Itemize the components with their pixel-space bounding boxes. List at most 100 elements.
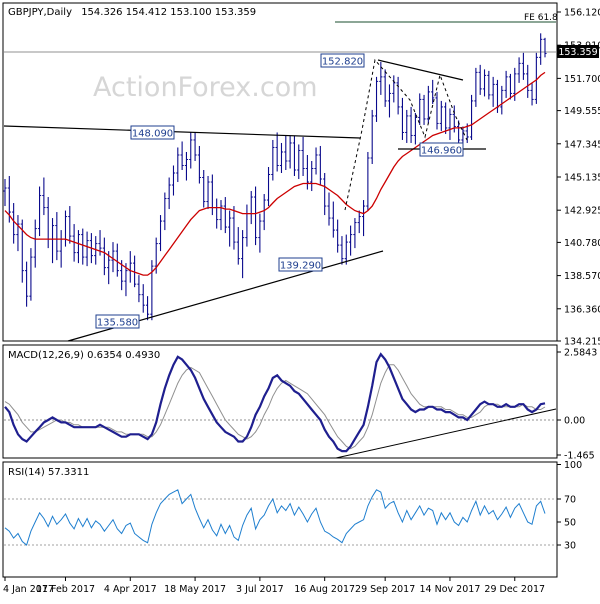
ohlc-bar bbox=[435, 91, 439, 130]
ohlc-bar bbox=[25, 261, 29, 307]
annotation-box bbox=[419, 142, 464, 157]
annotation-label: 152.820 bbox=[322, 57, 363, 68]
macd-panel-frame bbox=[2, 344, 558, 459]
macd-trendline bbox=[335, 408, 557, 459]
ohlc-bar bbox=[314, 147, 318, 175]
ohlc-bar bbox=[102, 237, 106, 276]
macd-tick-label: -1.465 bbox=[564, 451, 595, 462]
ohlc-bar bbox=[42, 177, 46, 216]
rsi-tick-label: 100 bbox=[564, 460, 582, 471]
ohlc-bar bbox=[107, 251, 111, 285]
ohlc-bar bbox=[366, 151, 370, 211]
annotation-139-290: 139.290 bbox=[278, 257, 323, 272]
ohlc-bar bbox=[448, 108, 452, 140]
ohlc-bar bbox=[158, 215, 163, 252]
ohlc-bar bbox=[323, 173, 327, 216]
price-chart-title: GBPJPY,Daily 154.326 154.412 153.100 153… bbox=[8, 7, 256, 18]
ohlc-bar bbox=[361, 200, 366, 237]
macd-tick-label: 2.5843 bbox=[564, 348, 597, 359]
annotation-box bbox=[320, 53, 365, 68]
time-tick-label: 17 Feb 2017 bbox=[36, 584, 95, 595]
ohlc-bar bbox=[370, 109, 374, 164]
ohlc-bar bbox=[530, 82, 534, 106]
ohlc-bar bbox=[543, 37, 547, 58]
time-tick-label: 4 Jan 2017 bbox=[3, 584, 54, 595]
rsi-title: RSI(14) 57.3311 bbox=[8, 467, 89, 478]
ohlc-bar bbox=[241, 230, 245, 279]
ohlc-bar bbox=[418, 93, 422, 125]
ohlc-bar bbox=[16, 215, 20, 252]
rsi-line bbox=[4, 489, 546, 546]
ohlc-bar bbox=[508, 73, 513, 100]
ohlc-bar bbox=[474, 67, 478, 107]
macd-y-axis: 2.5843 0.00 -1.465 bbox=[557, 348, 597, 462]
ohlc-bar bbox=[396, 76, 400, 115]
ohlc-bar bbox=[223, 197, 227, 234]
ohlc-bar bbox=[284, 135, 288, 171]
ohlc-bar bbox=[288, 135, 292, 169]
ohlc-bar bbox=[145, 296, 150, 321]
watermark-text: ActionForex.com bbox=[93, 72, 318, 103]
ohlc-bar bbox=[180, 141, 184, 171]
ohlc-bar bbox=[3, 179, 7, 207]
ohlc-bar bbox=[33, 219, 37, 268]
price-tick-label: 151.700 bbox=[564, 74, 600, 85]
rsi-line-group bbox=[4, 489, 546, 546]
ohlc-bar bbox=[81, 228, 85, 265]
ohlc-bar bbox=[163, 192, 167, 231]
ohlc-bar bbox=[539, 33, 543, 65]
price-tick-label: 147.345 bbox=[564, 139, 600, 150]
ohlc-bar bbox=[111, 242, 115, 273]
ohlc-bar bbox=[137, 275, 141, 303]
rsi-tick-label: 50 bbox=[564, 518, 576, 529]
ohlc-bar bbox=[482, 69, 487, 97]
time-tick-label: 14 Nov 2017 bbox=[420, 584, 481, 595]
ohlc-bar bbox=[491, 76, 495, 107]
last-price-value: 153.359 bbox=[558, 47, 597, 58]
ohlc-bar bbox=[431, 79, 435, 104]
triangle-upper-trendline bbox=[377, 59, 464, 81]
price-tick-label: 138.570 bbox=[564, 271, 600, 282]
ohlc-bar bbox=[331, 201, 335, 238]
ohlc-bar bbox=[469, 94, 474, 140]
annotation-148-090: 148.090 bbox=[130, 125, 175, 140]
ohlc-bar bbox=[176, 147, 180, 183]
ohlc-readout: 154.326 154.412 153.100 153.359 bbox=[81, 7, 256, 18]
price-y-axis: 156.120153.910151.700149.555147.345145.1… bbox=[557, 8, 600, 348]
ohlc-bar bbox=[409, 106, 413, 143]
ohlc-bar bbox=[232, 206, 236, 250]
ohlc-bar bbox=[426, 85, 430, 124]
price-tick-label: 156.120 bbox=[564, 8, 600, 19]
ohlc-bar bbox=[236, 227, 240, 265]
moving-average bbox=[4, 71, 546, 276]
macd-tick-label: 0.00 bbox=[564, 416, 585, 427]
ohlc-bar bbox=[228, 210, 232, 247]
ohlc-bar bbox=[400, 97, 405, 140]
ohlc-bar bbox=[184, 151, 189, 181]
ohlc-bar bbox=[262, 194, 266, 231]
ohlc-bar bbox=[444, 102, 448, 134]
ohlc-bar bbox=[171, 165, 176, 196]
time-tick-label: 16 Aug 2017 bbox=[294, 584, 355, 595]
ohlc-bar bbox=[422, 94, 426, 125]
price-tick-label: 149.555 bbox=[564, 106, 600, 117]
price-tick-label: 134.215 bbox=[564, 337, 600, 348]
ohlc-bar bbox=[150, 260, 154, 321]
time-tick-label: 29 Sep 2017 bbox=[355, 584, 415, 595]
ohlc-bar bbox=[310, 160, 314, 192]
annotation-135-580: 135.580 bbox=[95, 314, 140, 329]
ohlc-bar bbox=[327, 192, 331, 226]
ohlc-bar bbox=[271, 139, 275, 181]
ohlc-bar bbox=[297, 144, 301, 180]
rsi-tick-label: 70 bbox=[564, 495, 576, 506]
rsi-panel-frame bbox=[2, 461, 558, 578]
price-bars bbox=[3, 33, 547, 321]
annotation-box bbox=[278, 257, 323, 272]
macd-lines bbox=[4, 352, 546, 453]
ohlc-bar bbox=[349, 225, 353, 256]
price-tick-label: 136.360 bbox=[564, 304, 600, 315]
time-tick-label: 29 Dec 2017 bbox=[484, 584, 545, 595]
ohlc-bar bbox=[392, 75, 396, 103]
